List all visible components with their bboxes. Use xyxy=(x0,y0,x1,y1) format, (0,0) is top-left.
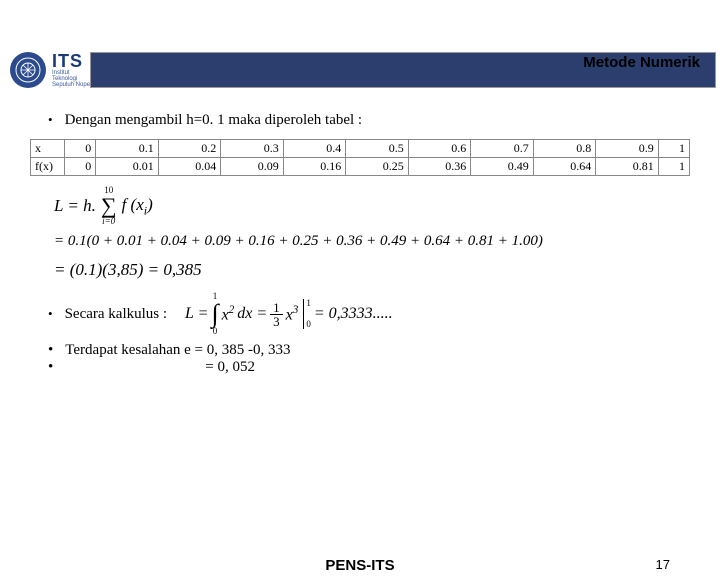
integral-formula: L = 1 ∫ 0 x2 dx = 1 3 x3 1 0 = 0,3333...… xyxy=(185,292,393,336)
formula-line-3: = (0.1)(3,85) = 0,385 xyxy=(54,257,690,283)
cell: 0.2 xyxy=(158,140,221,158)
table-row: x 0 0.1 0.2 0.3 0.4 0.5 0.6 0.7 0.8 0.9 … xyxy=(31,140,690,158)
bullet-3-text: Terdapat kesalahan e = 0, 385 -0, 333 xyxy=(65,342,290,359)
bullet-dot-icon: • xyxy=(48,306,53,323)
formula-line-2: = 0.1(0 + 0.01 + 0.04 + 0.09 + 0.16 + 0.… xyxy=(54,230,690,253)
cell: 0.5 xyxy=(346,140,409,158)
cell: 0.49 xyxy=(471,158,534,176)
formula-func: f (xi) xyxy=(122,192,153,220)
row-label: x xyxy=(31,140,65,158)
formula-prefix: L = h. xyxy=(54,193,96,219)
cell: 0.64 xyxy=(533,158,596,176)
logo-seal-icon xyxy=(10,52,46,88)
cell: 0.7 xyxy=(471,140,534,158)
cell: 0.6 xyxy=(408,140,471,158)
bullet-3b-text: = 0, 052 xyxy=(65,359,255,376)
row-label: f(x) xyxy=(31,158,65,176)
table-row: f(x) 0 0.01 0.04 0.09 0.16 0.25 0.36 0.4… xyxy=(31,158,690,176)
bullet-2: • Secara kalkulus : xyxy=(48,306,167,323)
bullet-1-text: Dengan mengambil h=0. 1 maka diperoleh t… xyxy=(65,112,363,129)
formula-line-1: L = h. 10 ∑ i=0 f (xi) xyxy=(54,186,690,226)
cell: 0.25 xyxy=(346,158,409,176)
cell: 0.9 xyxy=(596,140,659,158)
footer-org: PENS-ITS xyxy=(0,557,720,574)
cell: 0.8 xyxy=(533,140,596,158)
bullet-dot-icon: • xyxy=(48,359,53,376)
formula-block: L = h. 10 ∑ i=0 f (xi) = 0.1(0 + 0.01 + … xyxy=(54,186,690,282)
cell: 0 xyxy=(65,158,96,176)
cell: 0.36 xyxy=(408,158,471,176)
cell: 0.09 xyxy=(221,158,284,176)
cell: 0 xyxy=(65,140,96,158)
cell: 0.1 xyxy=(96,140,159,158)
sigma-icon: 10 ∑ i=0 xyxy=(101,186,117,226)
bullet-dot-icon: • xyxy=(48,112,53,129)
cell: 0.04 xyxy=(158,158,221,176)
integral-icon: 1 ∫ 0 xyxy=(211,292,218,336)
calculus-row: • Secara kalkulus : L = 1 ∫ 0 x2 dx = 1 … xyxy=(48,292,690,336)
cell: 1 xyxy=(658,158,689,176)
bullet-1: • Dengan mengambil h=0. 1 maka diperoleh… xyxy=(48,112,690,129)
evaluation-bar: 1 0 xyxy=(301,299,311,329)
cell: 0.4 xyxy=(283,140,346,158)
bullet-dot-icon: • xyxy=(48,342,53,359)
fraction: 1 3 xyxy=(270,301,283,328)
cell: 0.01 xyxy=(96,158,159,176)
cell: 0.3 xyxy=(221,140,284,158)
cell: 0.81 xyxy=(596,158,659,176)
bullet-3: • Terdapat kesalahan e = 0, 385 -0, 333 xyxy=(48,342,690,359)
bullet-3b: • = 0, 052 xyxy=(48,359,690,376)
cell: 1 xyxy=(658,140,689,158)
course-title: Metode Numerik xyxy=(583,54,700,71)
error-block: • Terdapat kesalahan e = 0, 385 -0, 333 … xyxy=(48,342,690,376)
bullet-2-text: Secara kalkulus : xyxy=(65,306,167,323)
cell: 0.16 xyxy=(283,158,346,176)
page-number: 17 xyxy=(656,557,670,572)
data-table: x 0 0.1 0.2 0.3 0.4 0.5 0.6 0.7 0.8 0.9 … xyxy=(30,139,690,176)
slide-content: • Dengan mengambil h=0. 1 maka diperoleh… xyxy=(0,112,720,376)
